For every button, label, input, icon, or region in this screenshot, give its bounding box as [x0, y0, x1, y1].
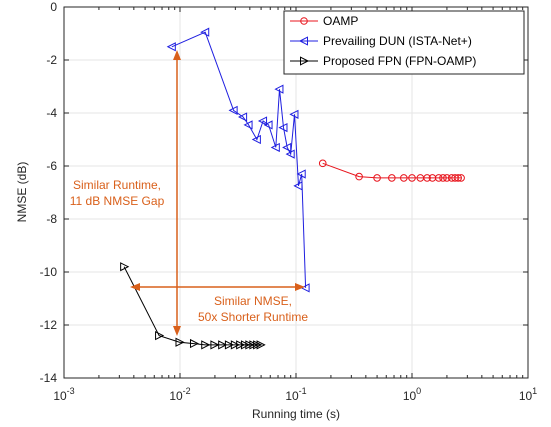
- x-tick-label: 10-1: [285, 386, 306, 403]
- triangle-right-marker: [236, 340, 246, 350]
- y-axis-label: NMSE (dB): [15, 162, 29, 223]
- triangle-right-marker: [175, 337, 185, 347]
- circle-marker: [451, 174, 459, 182]
- legend-box: [283, 10, 525, 75]
- triangle-left-marker: [300, 283, 310, 293]
- circle-marker: [388, 174, 396, 182]
- triangle-right-marker: [189, 338, 200, 349]
- triangle-right-marker: [224, 340, 235, 350]
- series-layer: [120, 27, 465, 350]
- series-1: [318, 159, 465, 182]
- circle-marker: [457, 174, 465, 182]
- circle-marker: [400, 174, 408, 182]
- triangle-left-marker: [251, 134, 261, 145]
- annotation-nmse-line1: Similar NMSE,: [214, 294, 292, 308]
- circle-marker: [318, 159, 327, 168]
- x-tick-labels: 10-3 10-2 10-1 100 101: [53, 386, 537, 403]
- legend: OAMP Prevailing DUN (ISTA-Net+) Proposed…: [283, 10, 525, 75]
- series-line: [123, 266, 261, 346]
- annotation-runtime-line2: 11 dB NMSE Gap: [70, 194, 165, 208]
- triangle-left-marker: [200, 27, 210, 37]
- triangle-left-marker: [228, 105, 238, 115]
- triangle-left-marker: [263, 120, 273, 130]
- triangle-right-marker: [240, 340, 251, 350]
- triangle-left-marker: [274, 84, 284, 94]
- triangle-right-marker: [230, 340, 240, 350]
- y-tick-label: -10: [40, 265, 58, 279]
- circle-marker: [408, 174, 416, 182]
- triangle-left-marker: [298, 36, 308, 46]
- triangle-left-marker: [238, 112, 248, 122]
- triangle-left-marker: [257, 116, 268, 126]
- circle-marker: [373, 174, 381, 182]
- series-line: [171, 31, 307, 288]
- triangle-right-marker: [201, 340, 211, 350]
- triangle-right-marker: [155, 330, 165, 341]
- circle-marker: [355, 172, 363, 181]
- triangle-right-marker: [120, 262, 130, 272]
- triangle-right-marker: [256, 340, 266, 350]
- y-tick-label: -8: [46, 212, 57, 226]
- x-tick-label: 100: [403, 386, 421, 403]
- y-tick-labels: 0 -2 -4 -6 -8 -10 -12 -14: [40, 0, 58, 385]
- y-tick-label: -2: [46, 53, 57, 67]
- y-tick-label: -12: [40, 318, 58, 332]
- triangle-left-marker: [289, 109, 299, 119]
- circle-marker: [443, 174, 451, 182]
- triangle-right-marker: [218, 340, 228, 350]
- legend-label-fpn: Proposed FPN (FPN-OAMP): [323, 54, 476, 68]
- triangle-left-marker: [278, 122, 288, 133]
- x-tick-label: 10-2: [169, 386, 190, 403]
- circle-marker: [439, 174, 447, 182]
- annotation-arrows: [130, 50, 305, 336]
- legend-symbols: [290, 17, 318, 66]
- x-tick-label: 101: [519, 386, 537, 403]
- circle-marker: [434, 174, 443, 182]
- annotation-runtime-line1: Similar Runtime,: [73, 178, 161, 192]
- triangle-right-marker: [300, 56, 310, 66]
- triangle-left-marker: [285, 149, 295, 159]
- annotation-nmse-line2: 50x Shorter Runtime: [198, 310, 308, 324]
- triangle-left-marker: [270, 142, 280, 153]
- y-tick-label: -4: [46, 106, 57, 120]
- triangle-left-marker: [243, 120, 253, 130]
- x-tick-label: 10-3: [53, 386, 74, 403]
- legend-label-dun: Prevailing DUN (ISTA-Net+): [323, 34, 472, 48]
- y-tick-label: -6: [46, 159, 57, 173]
- x-axis-label: Running time (s): [252, 407, 340, 421]
- circle-marker: [423, 174, 431, 182]
- circle-marker: [454, 174, 462, 182]
- series-2: [166, 27, 310, 293]
- triangle-left-marker: [296, 169, 306, 179]
- triangle-left-marker: [166, 42, 176, 52]
- circle-marker: [300, 17, 308, 25]
- triangle-left-marker: [282, 142, 292, 153]
- series-3: [120, 262, 266, 350]
- legend-label-oamp: OAMP: [323, 14, 358, 28]
- triangle-left-marker: [293, 181, 303, 191]
- triangle-right-marker: [210, 340, 220, 350]
- y-tick-label: 0: [50, 0, 57, 14]
- y-tick-label: -14: [40, 371, 58, 385]
- series-line: [322, 162, 462, 179]
